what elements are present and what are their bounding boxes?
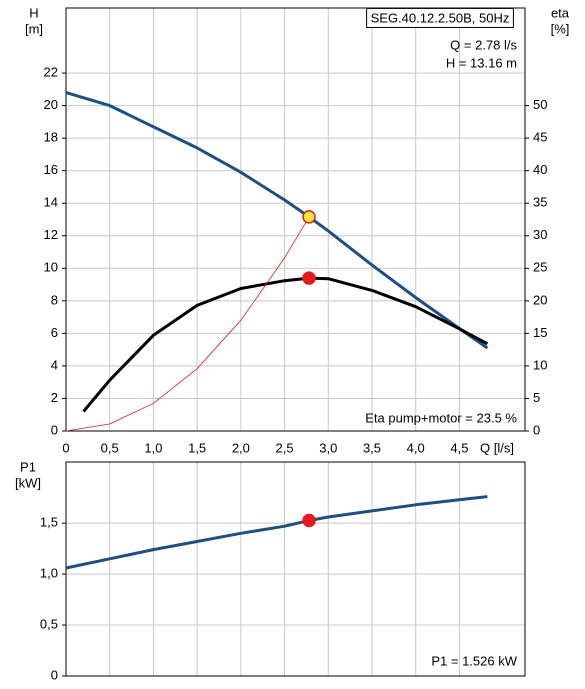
plot-frame bbox=[65, 461, 526, 677]
y-tick-label: 16 bbox=[44, 162, 58, 177]
y-tick-label: 0 bbox=[51, 422, 58, 437]
y-tick-label: 1,0 bbox=[40, 566, 58, 581]
curve bbox=[65, 495, 488, 570]
x-tick-label: 0,5 bbox=[101, 440, 119, 455]
y-tick-label: 18 bbox=[44, 130, 58, 145]
y2-axis-label: [%] bbox=[551, 21, 570, 36]
x-tick-label: 4,5 bbox=[450, 440, 468, 455]
x-tick-label: 1,5 bbox=[188, 440, 206, 455]
annotation-box bbox=[366, 7, 514, 28]
y2-tick-label: 15 bbox=[533, 325, 547, 340]
y2-tick-label: 30 bbox=[533, 227, 547, 242]
curve bbox=[65, 216, 310, 432]
duty-point bbox=[302, 271, 316, 285]
duty-point bbox=[302, 210, 316, 224]
x-tick-label: 4,0 bbox=[407, 440, 425, 455]
x-tick-label: 0 bbox=[62, 440, 69, 455]
y-tick-label: 8 bbox=[51, 292, 58, 307]
annotation: P1 = 1.526 kW bbox=[431, 653, 517, 668]
x-axis-label: Q [l/s] bbox=[480, 440, 514, 455]
y-axis-label: [m] bbox=[25, 21, 43, 36]
x-tick-label: 2,0 bbox=[232, 440, 250, 455]
y-tick-label: 0,5 bbox=[40, 616, 58, 631]
curve bbox=[82, 276, 489, 413]
annotation: H = 13.16 m bbox=[446, 55, 517, 70]
y2-tick-label: 5 bbox=[533, 390, 540, 405]
y-tick-label: 22 bbox=[44, 65, 58, 80]
plot-frame bbox=[65, 7, 526, 432]
y2-tick-label: 25 bbox=[533, 260, 547, 275]
plot-area bbox=[66, 8, 525, 431]
y2-tick-label: 35 bbox=[533, 195, 547, 210]
y2-tick-label: 0 bbox=[533, 422, 540, 437]
plot-area bbox=[66, 462, 525, 676]
y-tick-label: 10 bbox=[44, 260, 58, 275]
y2-tick-label: 45 bbox=[533, 130, 547, 145]
y2-tick-label: 10 bbox=[533, 357, 547, 372]
annotation: Q = 2.78 l/s bbox=[450, 37, 517, 52]
x-tick-label: 3,0 bbox=[319, 440, 337, 455]
y2-axis-label: eta bbox=[551, 5, 570, 20]
y-tick-label: 12 bbox=[44, 227, 58, 242]
y2-tick-label: 40 bbox=[533, 162, 547, 177]
y-tick-label: 2 bbox=[51, 390, 58, 405]
x-tick-label: 1,0 bbox=[144, 440, 162, 455]
y-tick-label: 1,5 bbox=[40, 515, 58, 530]
duty-point bbox=[302, 513, 316, 528]
y-axis-label: P1 bbox=[20, 459, 36, 474]
y-axis-label: H bbox=[29, 5, 38, 20]
y2-tick-label: 50 bbox=[533, 97, 547, 112]
y-tick-label: 20 bbox=[44, 97, 58, 112]
y-tick-label: 4 bbox=[51, 357, 58, 372]
x-tick-label: 3,5 bbox=[363, 440, 381, 455]
y-axis-label: [kW] bbox=[15, 475, 41, 490]
curve bbox=[65, 91, 489, 350]
y2-tick-label: 20 bbox=[533, 292, 547, 307]
y-tick-label: 14 bbox=[44, 195, 58, 210]
annotation: SEG.40.12.2.50B, 50Hz bbox=[371, 10, 510, 25]
y-tick-label: 6 bbox=[51, 325, 58, 340]
y-tick-label: 0 bbox=[51, 667, 58, 682]
x-tick-label: 2,5 bbox=[276, 440, 294, 455]
annotation: Eta pump+motor = 23.5 % bbox=[365, 410, 517, 425]
